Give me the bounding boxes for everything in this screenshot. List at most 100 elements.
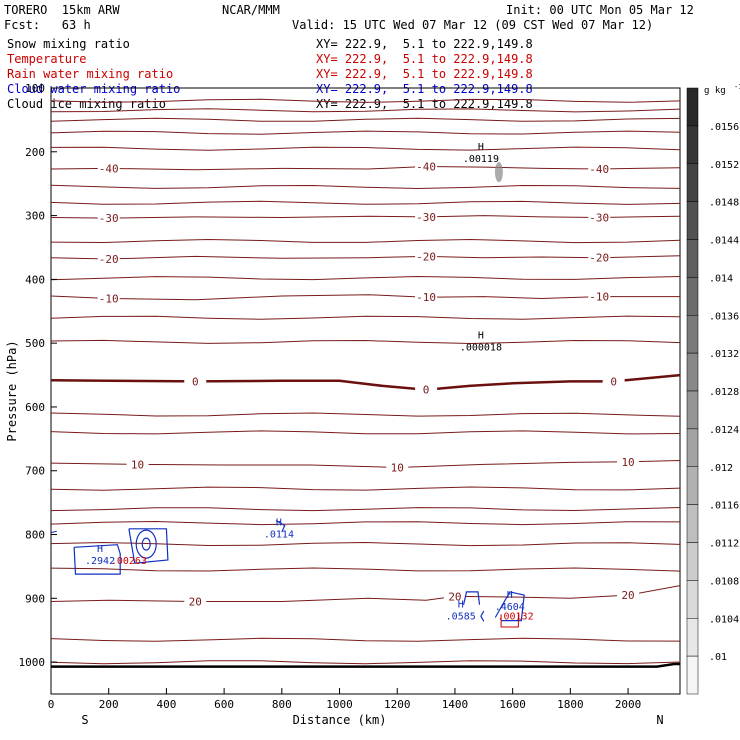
- temperature-contour: [50, 373, 681, 391]
- isotherm-line: [50, 238, 681, 244]
- x-tick-label: 0: [48, 698, 55, 711]
- contour-label: -20: [416, 250, 436, 263]
- colorbar-tick-label: .0112: [709, 539, 739, 550]
- x-tick-label: 400: [156, 698, 176, 711]
- maximum-value: .4604: [495, 602, 525, 613]
- contour-label-bg: [588, 251, 611, 263]
- legend-field-name: Temperature: [7, 52, 87, 66]
- contour-label: 20: [621, 589, 634, 602]
- maximum-marker: H: [478, 142, 484, 153]
- maximum-marker: H: [478, 330, 484, 341]
- isotherm-line: [50, 339, 681, 345]
- isotherm-line: [50, 275, 681, 281]
- contour-label: -30: [589, 211, 609, 224]
- x-tick-label: 200: [99, 698, 119, 711]
- colorbar-tick-label: .01: [709, 652, 727, 663]
- contour-label-bg: [386, 461, 409, 473]
- isotherm-line: [50, 567, 681, 572]
- legend-field-name: Snow mixing ratio: [7, 37, 130, 51]
- contour-label-bg: [97, 162, 120, 174]
- temperature-contour: [50, 294, 680, 301]
- temperature-contour: [50, 585, 681, 602]
- contour-label-bg: [415, 291, 438, 303]
- colorbar-tick-label: .0132: [709, 349, 739, 360]
- colorbar-box: [686, 390, 699, 430]
- maximum-marker: H: [458, 600, 464, 611]
- contour-label: -20: [589, 252, 609, 265]
- colorbar-tick-label: .0104: [709, 614, 739, 625]
- y-tick-label: 1000: [19, 656, 46, 669]
- isotherm-line: [50, 660, 681, 665]
- maximum-marker: H: [507, 590, 513, 601]
- isotherm-line: [50, 146, 681, 151]
- plot-frame: [50, 87, 681, 695]
- contour-label: 10: [131, 458, 144, 471]
- contour-label-bg: [588, 290, 611, 302]
- contour-label-bg: [617, 455, 640, 467]
- cloud-water-contour: [135, 529, 157, 559]
- legend-field-name: Rain water mixing ratio: [7, 67, 174, 81]
- contour-label-bg: [415, 250, 438, 262]
- colorbar-box: [686, 315, 699, 354]
- colorbar-tick-label: .0148: [709, 198, 739, 209]
- maximum-value: .000018: [460, 342, 502, 353]
- isotherm-line: [50, 315, 681, 320]
- rain-water-contour: [500, 614, 519, 628]
- isotherm-line: [50, 520, 681, 526]
- contour-label-bg: [443, 590, 466, 602]
- contour-label: -10: [416, 291, 436, 304]
- isotherm-line: [50, 98, 681, 103]
- cloud-water-contour: [128, 528, 169, 564]
- y-axis-label: Pressure (hPa): [5, 340, 19, 441]
- colorbar-tick-label: .0124: [709, 425, 739, 436]
- contour-label: 0: [192, 375, 199, 388]
- cloud-water-contour: [480, 610, 485, 622]
- colorbar-unit-exponent: -1: [734, 83, 740, 91]
- maximum-value: .2942: [85, 556, 115, 567]
- cloud-water-contour: [494, 591, 525, 622]
- contour-label-bg: [602, 375, 625, 387]
- contour-label-bg: [184, 595, 207, 607]
- valid-time: Valid: 15 UTC Wed 07 Mar 12 (09 CST Wed …: [292, 18, 654, 32]
- isotherm-line: [50, 412, 681, 417]
- isotherm-line: [50, 486, 681, 491]
- contour-label: -30: [99, 212, 119, 225]
- colorbar-box: [686, 618, 699, 657]
- contour-label-bg: [588, 163, 611, 175]
- south-endpoint-label: S: [81, 713, 88, 727]
- colorbar-box: [686, 125, 699, 164]
- colorbar-box: [686, 504, 699, 543]
- contour-label: -40: [416, 160, 436, 173]
- maximum-value: .00119: [463, 154, 499, 165]
- contour-label-bg: [617, 589, 640, 601]
- legend-field-name: Cloud water mixing ratio: [7, 82, 181, 96]
- y-tick-label: 500: [25, 337, 45, 350]
- colorbar-box: [686, 655, 699, 695]
- maximum-value: .0585: [446, 612, 476, 623]
- init-time: Init: 00 UTC Mon 05 Mar 12: [506, 3, 694, 17]
- colorbar-box: [686, 87, 699, 127]
- temperature-contour: [50, 215, 681, 219]
- cloud-water-contour: [275, 519, 286, 533]
- contour-label-bg: [126, 458, 149, 470]
- contour-label: -20: [99, 253, 119, 266]
- cloud-water-contour: [50, 530, 57, 534]
- surface-pressure-line: [51, 662, 680, 668]
- colorbar-tick-label: .0144: [709, 236, 739, 247]
- isotherm-line: [50, 637, 681, 642]
- x-axis-label: Distance (km): [293, 713, 387, 727]
- y-tick-label: 800: [25, 529, 45, 542]
- isotherm-line: [50, 200, 681, 205]
- legend-field-xy: XY= 222.9, 5.1 to 222.9,149.8: [316, 67, 533, 81]
- contour-label: 10: [391, 462, 404, 475]
- contour-label: 20: [189, 596, 202, 609]
- isotherm-line: [50, 507, 681, 512]
- cloud-water-contour: [141, 537, 151, 551]
- contour-label: -40: [99, 162, 119, 175]
- contour-label: -10: [99, 293, 119, 306]
- contour-label-bg: [588, 211, 611, 223]
- cloud-water-contour: [73, 544, 121, 575]
- x-tick-label: 1600: [499, 698, 526, 711]
- colorbar-tick-label: .0156: [709, 122, 739, 133]
